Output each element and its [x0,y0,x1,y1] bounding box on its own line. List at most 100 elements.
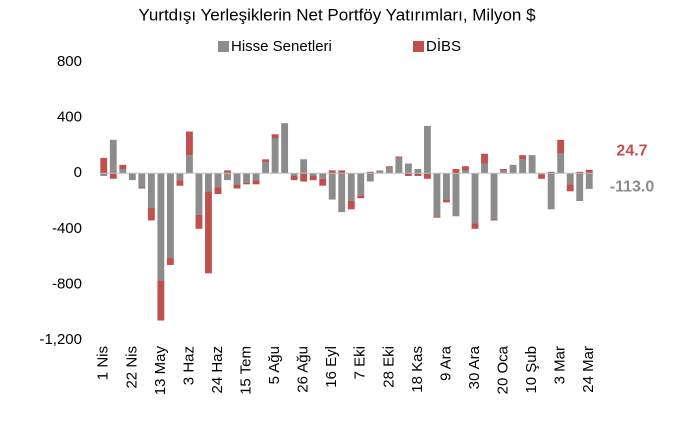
bar [347,201,355,210]
x-tick-label: 24 Haz [209,346,226,394]
bar [300,173,308,182]
bar [481,163,488,174]
legend-swatch [413,41,424,52]
bar [452,173,460,217]
bar [452,169,460,174]
y-tick-label: -1,200 [39,331,82,348]
bar [271,138,279,174]
bar [338,170,346,174]
bar [414,169,422,174]
bar [547,173,555,210]
bar [519,159,527,174]
bar [376,170,384,174]
bar [528,155,536,174]
bar [576,171,584,174]
bar [309,173,317,176]
bar [157,173,165,281]
bar [423,173,431,179]
bar [357,195,365,199]
bar [357,173,365,196]
bar [309,175,317,181]
x-tick-label: 26 Ağu [295,346,312,393]
x-tick-label: 1 Nis [95,346,112,380]
bar [243,173,250,183]
bar [109,139,117,174]
bar [138,187,146,189]
bar [214,187,222,195]
bar [195,214,203,229]
bar [319,178,327,186]
bar [576,173,584,201]
bar [547,171,555,174]
bar [366,173,374,182]
bar [443,199,450,203]
y-tick-label: -400 [52,220,82,237]
bar [395,157,403,174]
bar [290,175,298,181]
chart-title: Yurtdışı Yerleşiklerin Net Portföy Yatır… [138,5,536,24]
bar [500,169,507,171]
bar [443,173,450,200]
bar [538,174,546,179]
bar [395,156,403,158]
legend-swatch [218,41,229,52]
x-tick-label: 7 Eki [352,346,369,379]
bar [252,173,260,181]
bar [205,173,212,192]
bar [224,170,231,174]
bar [157,280,165,321]
x-tick-label: 15 Tem [238,346,255,395]
y-tick-label: 800 [57,53,82,70]
bar [471,223,479,229]
bar [176,180,184,186]
bar [147,173,155,208]
bar [519,155,527,160]
x-tick-label: 30 Ara [466,345,483,389]
bar [423,125,431,174]
bar [538,173,546,175]
bar [585,173,593,189]
bar [319,173,327,179]
bar [385,166,393,168]
x-tick-label: 28 Eki [380,346,397,388]
bar [186,155,193,174]
bar [404,163,412,174]
bar [300,159,308,174]
y-tick-label: 0 [74,164,82,181]
bar [347,173,355,201]
bar [566,184,574,192]
bar [404,173,412,176]
bar [214,173,222,188]
bar [328,170,336,174]
x-tick-label: 3 Haz [180,346,197,385]
legend-label: DİBS [426,37,461,55]
bar [471,173,479,224]
bar [205,191,212,274]
y-tick-label: 400 [57,109,82,126]
bar [195,173,203,215]
bar [481,153,488,164]
bar [385,167,393,174]
bar [281,123,289,174]
bar [147,207,155,221]
x-tick-label: 13 May [152,346,169,396]
legend-label: Hisse Senetleri [231,38,332,55]
bar [462,170,469,174]
x-tick-label: 9 Ara [437,345,454,381]
x-tick-label: 10 Şub [523,346,540,394]
bar [566,173,574,185]
bar [119,169,127,174]
bar [233,184,241,189]
bar [186,131,193,156]
bar [271,134,279,139]
bar [557,153,565,174]
bar [585,169,593,174]
bar [166,257,174,265]
bar [176,173,184,181]
x-tick-label: 22 Nis [123,346,140,389]
bar [490,173,498,220]
bar [328,173,336,200]
bar [224,173,231,181]
bar [100,157,108,174]
